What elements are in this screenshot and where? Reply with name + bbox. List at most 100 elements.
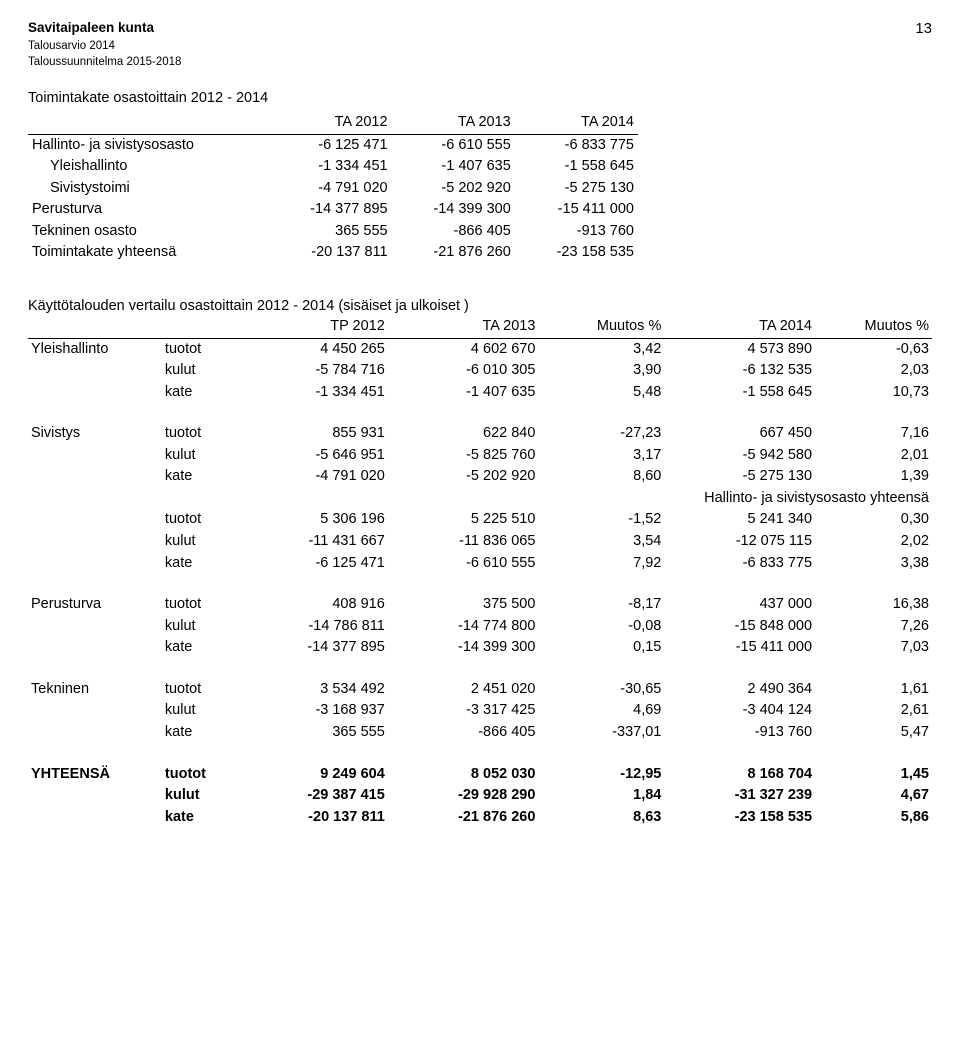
cell-value: 1,84 <box>538 785 664 807</box>
cell-value: -15 848 000 <box>664 616 815 638</box>
cell-value: -913 760 <box>664 722 815 744</box>
cell-value: -3 168 937 <box>237 700 388 722</box>
table-row: Perusturvatuotot408 916375 500-8,17437 0… <box>28 594 932 616</box>
cell-value: 365 555 <box>268 221 391 243</box>
cell-value: -5 202 920 <box>388 466 539 488</box>
table-row: Hallinto- ja sivistysosasto-6 125 471-6 … <box>28 134 638 156</box>
cell-value: 8 168 704 <box>664 764 815 786</box>
cell-value: -14 377 895 <box>268 199 391 221</box>
table-row: kate-20 137 811-21 876 2608,63-23 158 53… <box>28 807 932 829</box>
cell-value: -12,95 <box>538 764 664 786</box>
cell-value: 622 840 <box>388 423 539 445</box>
cell-value: -27,23 <box>538 423 664 445</box>
table2-header-blank1 <box>28 316 163 338</box>
sub-label: kulut <box>163 445 237 467</box>
cell-value: -11 836 065 <box>388 531 539 553</box>
group-label <box>28 360 163 382</box>
table2-header-ta14: TA 2014 <box>664 316 815 338</box>
cell-value: -5 942 580 <box>664 445 815 467</box>
cell-value: -15 411 000 <box>515 199 638 221</box>
table-row: kulut-14 786 811-14 774 800-0,08-15 848 … <box>28 616 932 638</box>
cell-value: 3,54 <box>538 531 664 553</box>
table1-header-row: TA 2012 TA 2013 TA 2014 <box>28 112 638 134</box>
sub-label: kate <box>163 553 237 575</box>
cell-value: -866 405 <box>392 221 515 243</box>
group-label <box>28 531 163 553</box>
cell-value: -29 387 415 <box>237 785 388 807</box>
group-label <box>28 785 163 807</box>
cell-value: 4,67 <box>815 785 932 807</box>
cell-value: 4 602 670 <box>388 338 539 360</box>
table-row: kate-4 791 020-5 202 9208,60-5 275 1301,… <box>28 466 932 488</box>
group-label: Tekninen <box>28 679 163 701</box>
group-label <box>28 722 163 744</box>
sub-label: kate <box>163 637 237 659</box>
cell-value: -21 876 260 <box>388 807 539 829</box>
cell-value: 7,03 <box>815 637 932 659</box>
cell-value: 3,90 <box>538 360 664 382</box>
cell-value: 437 000 <box>664 594 815 616</box>
table2-header-tp: TP 2012 <box>237 316 388 338</box>
cell-value: 855 931 <box>237 423 388 445</box>
table-row: kulut-5 646 951-5 825 7603,17-5 942 5802… <box>28 445 932 467</box>
cell-value: -14 377 895 <box>237 637 388 659</box>
sub-label: tuotot <box>163 509 237 531</box>
cell-value: -4 791 020 <box>237 466 388 488</box>
group-label <box>28 382 163 404</box>
cell-value: -5 825 760 <box>388 445 539 467</box>
summary-label: Hallinto- ja sivistysosasto yhteensä <box>28 488 932 510</box>
sub-label: tuotot <box>163 764 237 786</box>
cell-value: 3,17 <box>538 445 664 467</box>
cell-value: 1,61 <box>815 679 932 701</box>
table2-header-row: TP 2012 TA 2013 Muutos % TA 2014 Muutos … <box>28 316 932 338</box>
table-row: tuotot5 306 1965 225 510-1,525 241 3400,… <box>28 509 932 531</box>
cell-value: 4 450 265 <box>237 338 388 360</box>
group-label <box>28 637 163 659</box>
cell-value: -5 202 920 <box>392 178 515 200</box>
group-label <box>28 807 163 829</box>
cell-value: 2,03 <box>815 360 932 382</box>
cell-value: -5 646 951 <box>237 445 388 467</box>
cell-value: 5 225 510 <box>388 509 539 531</box>
cell-value: -6 132 535 <box>664 360 815 382</box>
cell-value: -1 334 451 <box>268 156 391 178</box>
cell-value: -6 833 775 <box>515 134 638 156</box>
cell-value: 3,42 <box>538 338 664 360</box>
cell-value: -3 317 425 <box>388 700 539 722</box>
cell-value: 5 306 196 <box>237 509 388 531</box>
sub-label: kulut <box>163 360 237 382</box>
spacer-row <box>28 659 932 679</box>
table1-header-blank <box>28 112 268 134</box>
cell-value: 2,61 <box>815 700 932 722</box>
cell-value: 7,16 <box>815 423 932 445</box>
cell-value: 10,73 <box>815 382 932 404</box>
cell-value: -30,65 <box>538 679 664 701</box>
cell-value: 2,01 <box>815 445 932 467</box>
group-label <box>28 509 163 531</box>
cell-value: -15 411 000 <box>664 637 815 659</box>
cell-value: -23 158 535 <box>515 242 638 264</box>
cell-value: -0,08 <box>538 616 664 638</box>
cell-value: -1 407 635 <box>392 156 515 178</box>
group-label: Perusturva <box>28 594 163 616</box>
cell-value: -1 558 645 <box>664 382 815 404</box>
cell-value: -4 791 020 <box>268 178 391 200</box>
sub-label: kulut <box>163 700 237 722</box>
cell-value: 2 451 020 <box>388 679 539 701</box>
cell-value: 2,02 <box>815 531 932 553</box>
cell-value: -5 275 130 <box>515 178 638 200</box>
sub-label: kulut <box>163 531 237 553</box>
cell-value: -8,17 <box>538 594 664 616</box>
table-row: Toimintakate yhteensä-20 137 811-21 876 … <box>28 242 638 264</box>
cell-value: -913 760 <box>515 221 638 243</box>
cell-value: -1 334 451 <box>237 382 388 404</box>
table2-header-blank2 <box>163 316 237 338</box>
table-row: Sivistystoimi-4 791 020-5 202 920-5 275 … <box>28 178 638 200</box>
row-label: Tekninen osasto <box>28 221 268 243</box>
group-label <box>28 700 163 722</box>
cell-value: -6 125 471 <box>268 134 391 156</box>
cell-value: 8 052 030 <box>388 764 539 786</box>
cell-value: -0,63 <box>815 338 932 360</box>
cell-value: 5,86 <box>815 807 932 829</box>
table2-header-ta13: TA 2013 <box>388 316 539 338</box>
